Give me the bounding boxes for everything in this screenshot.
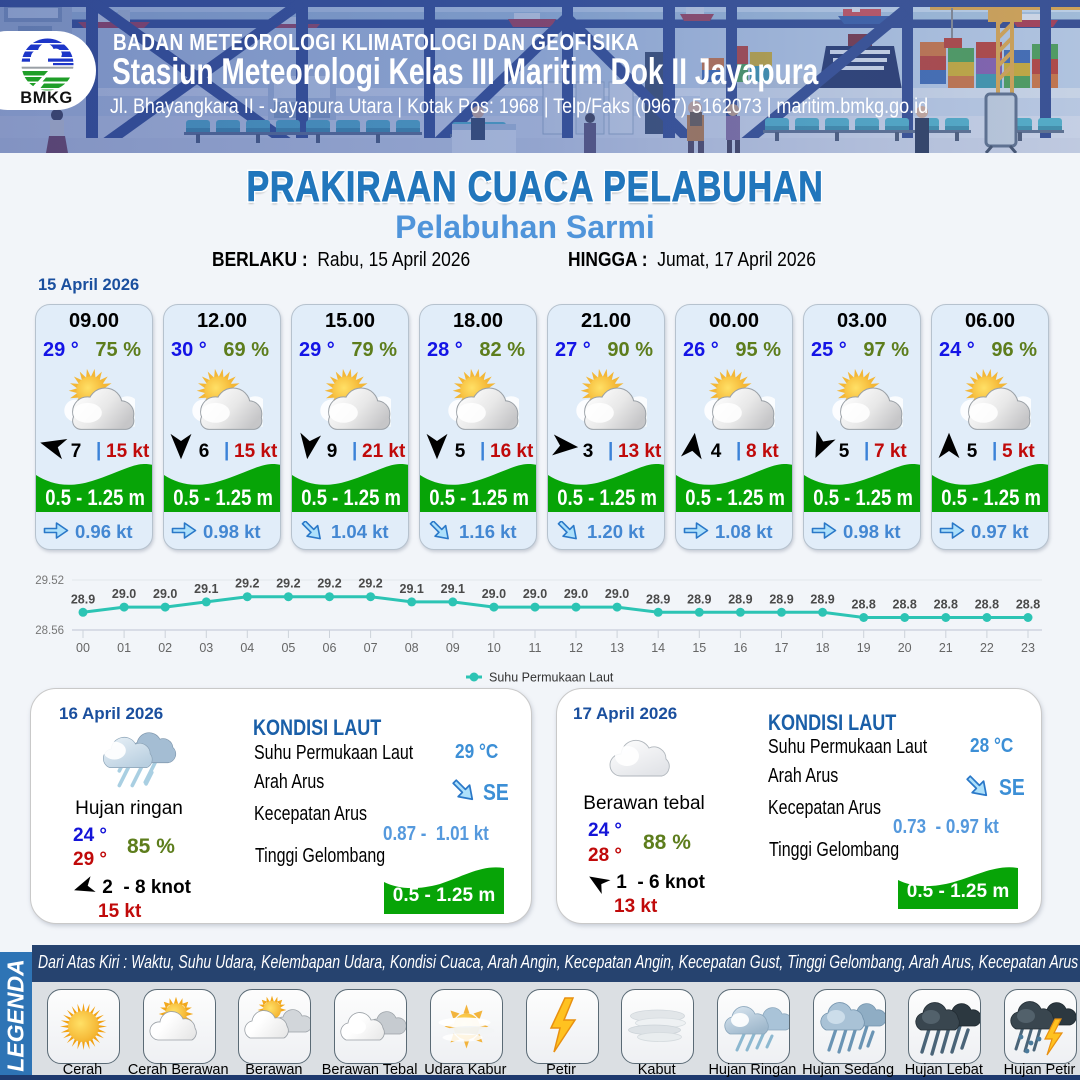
- svg-text:10: 10: [487, 641, 501, 655]
- svg-text:28.9: 28.9: [687, 592, 711, 606]
- svg-text:11: 11: [529, 641, 542, 655]
- svg-text:28.56: 28.56: [35, 625, 64, 637]
- svg-text:12: 12: [569, 641, 583, 655]
- svg-text:16: 16: [733, 641, 747, 655]
- svg-text:29.1: 29.1: [194, 582, 218, 596]
- svg-text:28.9: 28.9: [810, 592, 834, 606]
- svg-text:28.9: 28.9: [769, 592, 793, 606]
- svg-text:29.2: 29.2: [235, 577, 259, 591]
- svg-text:28.8: 28.8: [975, 598, 999, 612]
- svg-text:28.8: 28.8: [893, 598, 917, 612]
- svg-text:15: 15: [692, 641, 706, 655]
- svg-text:19: 19: [857, 641, 871, 655]
- svg-text:29.0: 29.0: [482, 587, 506, 601]
- svg-text:07: 07: [364, 641, 378, 655]
- svg-text:29.1: 29.1: [441, 582, 465, 596]
- svg-text:18: 18: [816, 641, 830, 655]
- svg-text:29.1: 29.1: [400, 582, 424, 596]
- svg-text:29.0: 29.0: [605, 587, 629, 601]
- svg-text:29.2: 29.2: [317, 577, 341, 591]
- svg-text:28.8: 28.8: [852, 598, 876, 612]
- svg-text:03: 03: [199, 641, 213, 655]
- svg-text:08: 08: [405, 641, 419, 655]
- svg-text:29.2: 29.2: [358, 577, 382, 591]
- svg-text:28.9: 28.9: [646, 592, 670, 606]
- svg-text:13: 13: [610, 641, 624, 655]
- svg-text:00: 00: [76, 641, 90, 655]
- svg-text:28.9: 28.9: [71, 592, 95, 606]
- svg-text:29.0: 29.0: [153, 587, 177, 601]
- svg-text:22: 22: [980, 641, 994, 655]
- svg-text:06: 06: [323, 641, 337, 655]
- svg-text:29.0: 29.0: [564, 587, 588, 601]
- svg-text:28.9: 28.9: [728, 592, 752, 606]
- svg-text:21: 21: [939, 641, 953, 655]
- svg-text:04: 04: [240, 641, 254, 655]
- svg-text:14: 14: [651, 641, 665, 655]
- svg-text:05: 05: [281, 641, 295, 655]
- svg-text:28.8: 28.8: [934, 598, 958, 612]
- svg-text:20: 20: [898, 641, 912, 655]
- svg-text:Suhu Permukaan Laut: Suhu Permukaan Laut: [489, 671, 614, 685]
- svg-text:17: 17: [775, 641, 789, 655]
- svg-text:28.8: 28.8: [1016, 598, 1040, 612]
- svg-text:02: 02: [158, 641, 172, 655]
- svg-text:29.0: 29.0: [523, 587, 547, 601]
- svg-text:01: 01: [117, 641, 131, 655]
- svg-text:09: 09: [446, 641, 460, 655]
- svg-text:29.2: 29.2: [276, 577, 300, 591]
- svg-text:23: 23: [1021, 641, 1035, 655]
- svg-text:29.52: 29.52: [35, 575, 64, 587]
- svg-text:29.0: 29.0: [112, 587, 136, 601]
